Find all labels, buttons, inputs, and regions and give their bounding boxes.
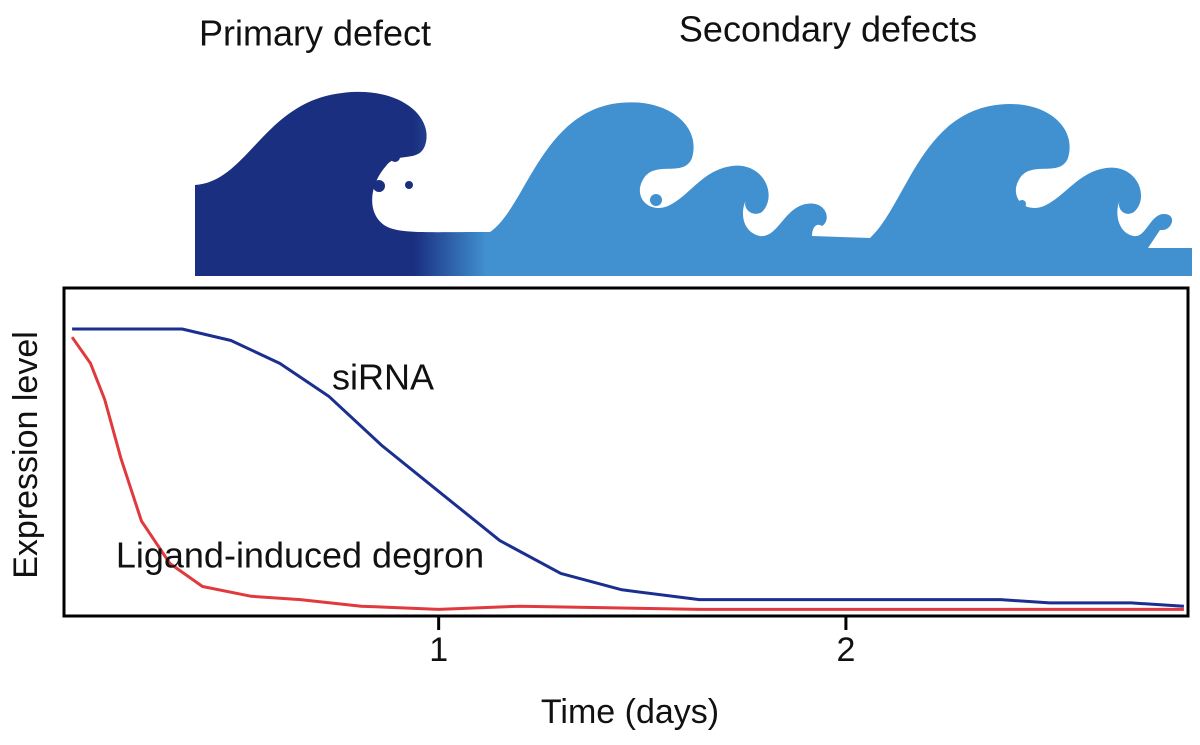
spot [650,194,662,206]
wave [195,91,1192,277]
x-tick-label: 1 [429,631,448,669]
x-tick-label: 2 [836,631,855,669]
heading: Secondary defects [679,9,977,50]
spot [405,181,413,189]
spot [390,152,400,162]
line [72,327,1184,608]
series-label: Ligand-induced degron [116,535,484,576]
spot [373,180,385,192]
plot-frame [62,286,1190,618]
heading: Primary defect [199,13,431,54]
spot [1018,200,1026,208]
series-label: siRNA [332,357,434,398]
waves-illustration [195,91,1192,277]
line [70,336,1184,611]
x-axis-label: Time (days) [541,693,719,731]
y-axis-label: Expression level [7,331,45,579]
